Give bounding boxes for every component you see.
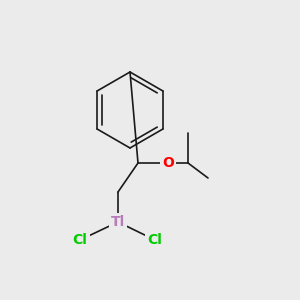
Text: Cl: Cl	[148, 233, 162, 247]
Text: Tl: Tl	[111, 215, 125, 229]
Text: Cl: Cl	[73, 233, 87, 247]
Text: O: O	[162, 156, 174, 170]
